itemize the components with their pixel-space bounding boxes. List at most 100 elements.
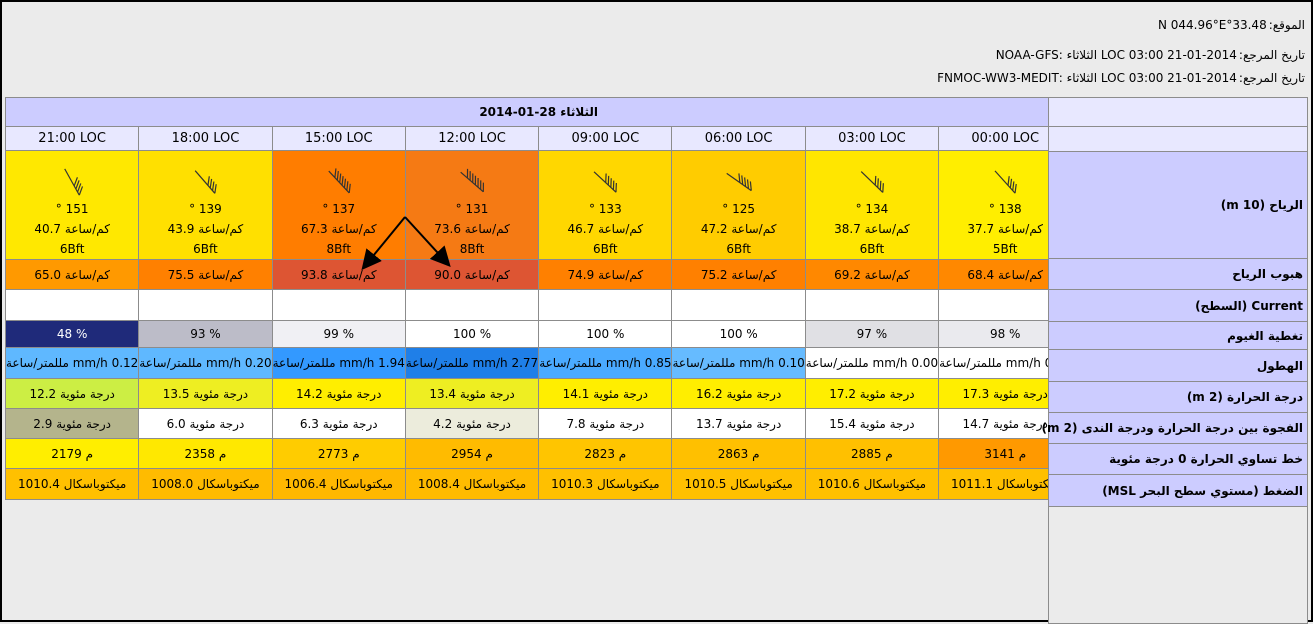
label-pressure: الضغط (مستوي سطح البحر MSL) bbox=[1048, 474, 1308, 507]
degree-symbol: ° bbox=[189, 202, 196, 216]
pressure-unit: ميكتوباسكال bbox=[863, 477, 927, 491]
label-gust: هبوب الرياح bbox=[1048, 258, 1308, 290]
gust-cell: كم/ساعة 75.2 bbox=[671, 259, 806, 290]
current-cell bbox=[271, 289, 406, 321]
label-current: Current (السطح) bbox=[1048, 289, 1308, 322]
freezing-level-cell: م 2885 bbox=[804, 438, 940, 469]
dew-gap-cell: درجة مئوية 7.8 bbox=[538, 408, 673, 439]
temperature-unit: درجة مئوية bbox=[193, 386, 249, 401]
dew-gap-cell: درجة مئوية 2.9 bbox=[4, 408, 140, 439]
beaufort-value: 6Bft bbox=[859, 242, 885, 256]
wind-barb-icon bbox=[725, 172, 752, 192]
wind-direction: ° 125 bbox=[673, 199, 804, 219]
pressure-cell: ميكتوباسكال 1010.3 bbox=[538, 468, 673, 500]
time-header: 06:00 LOC bbox=[671, 126, 806, 151]
wind-speed-value: 37.7 bbox=[967, 222, 995, 236]
label-wind: الرياح (m 10) bbox=[1048, 151, 1308, 259]
dew-gap-value: 7.8 bbox=[566, 416, 586, 431]
pressure-value: 1008.4 bbox=[417, 477, 460, 491]
temperature-unit: درجة مئوية bbox=[993, 386, 1048, 401]
freezing-level-value: 2863 bbox=[717, 446, 749, 461]
cloud-cover-value: 100 % bbox=[404, 320, 540, 348]
gust-value: 74.9 bbox=[567, 267, 595, 282]
speed-unit: كم/ساعة bbox=[864, 222, 910, 236]
wind-speed: كم/ساعة 40.7 bbox=[7, 219, 138, 239]
cloud-cover-value: 48 % bbox=[4, 320, 140, 348]
gust-value: 90.0 bbox=[434, 267, 461, 282]
label-temp: درجة الحرارة (m 2) bbox=[1048, 381, 1308, 413]
gust-unit: كم/ساعة bbox=[997, 267, 1044, 282]
beaufort-value: 6Bft bbox=[593, 242, 618, 256]
current-cell bbox=[4, 289, 140, 321]
pressure-unit: ميكتوباسكال bbox=[463, 477, 527, 491]
precip-value: 1.94 bbox=[378, 356, 405, 370]
label-freezing: خط تساوي الحرارة 0 درجة مئوية bbox=[1048, 443, 1308, 475]
temperature-unit: درجة مئوية bbox=[326, 386, 382, 401]
wind-speed-value: 46.7 bbox=[567, 222, 595, 236]
beaufort-value: 8Bft bbox=[326, 242, 352, 256]
pressure-unit: ميكتوباسكال bbox=[197, 477, 260, 491]
precip-unit: مللمتر/ساعة mm/h bbox=[139, 356, 242, 370]
pressure-value: 1010.6 bbox=[817, 477, 860, 491]
freezing-level-cell: م 2954 bbox=[404, 438, 540, 469]
precip-unit: مللمتر/ساعة mm/h bbox=[405, 356, 508, 370]
speed-unit: كم/ساعة bbox=[331, 222, 377, 236]
wind-direction: ° 139 bbox=[140, 199, 271, 219]
reference-date-label: تاريخ المرجع: bbox=[1238, 48, 1305, 62]
label-clouds: تغطية الغيوم bbox=[1048, 321, 1308, 350]
day-header: الثلاثاء 28-01-2014 bbox=[4, 97, 1073, 127]
wind-speed-value: 73.6 bbox=[434, 222, 461, 236]
wind-direction: ° 133 bbox=[540, 199, 671, 219]
precip-value: 0.12 bbox=[111, 356, 139, 370]
precip-unit: مللمتر/ساعة mm/h bbox=[672, 356, 775, 370]
gust-unit: كم/ساعة bbox=[331, 267, 377, 282]
time-header: 15:00 LOC bbox=[271, 126, 406, 151]
cloud-cover-value: 99 % bbox=[271, 320, 406, 348]
temperature-cell: درجة مئوية 14.1 bbox=[538, 378, 673, 409]
freezing-level-value: 2773 bbox=[317, 446, 349, 461]
degree-symbol: ° bbox=[55, 202, 62, 216]
precip-cell: مللمتر/ساعة mm/h 0.85 bbox=[538, 347, 673, 379]
reference-date-ww3: تاريخ المرجع:LOC 03:00 21-01-2014 الثلاث… bbox=[937, 71, 1305, 85]
gust-cell: كم/ساعة 90.0 bbox=[404, 259, 540, 290]
dew-gap-unit: درجة مئوية bbox=[322, 416, 378, 431]
wind-direction-value: 133 bbox=[598, 202, 622, 216]
speed-unit: كم/ساعة bbox=[731, 222, 777, 236]
wind-barb-icon bbox=[994, 170, 1018, 194]
wind-direction: ° 151 bbox=[7, 199, 138, 219]
wind-direction-value: 137 bbox=[332, 202, 356, 216]
pressure-unit: ميكتوباسكال bbox=[330, 477, 393, 491]
dew-gap-unit: درجة مئوية bbox=[456, 416, 511, 431]
wind-direction: ° 138 bbox=[940, 199, 1071, 219]
pressure-unit: ميكتوباسكال bbox=[996, 477, 1060, 491]
location-line: الموقع:N 044.96°E°33.48 bbox=[1158, 18, 1305, 32]
pressure-unit: ميكتوباسكال bbox=[596, 477, 660, 491]
gust-unit: كم/ساعة bbox=[864, 267, 910, 282]
pressure-value: 1010.3 bbox=[551, 477, 594, 491]
pressure-cell: ميكتوباسكال 1010.5 bbox=[671, 468, 806, 500]
precip-value: 0.20 bbox=[244, 356, 272, 370]
gust-value: 69.2 bbox=[834, 267, 861, 282]
freezing-level-cell: م 2179 bbox=[4, 438, 140, 469]
reference-date-value: LOC 03:00 21-01-2014 الثلاثاء :FNMOC-WW3… bbox=[937, 71, 1237, 85]
wind-speed: كم/ساعة 38.7 bbox=[806, 219, 937, 239]
gust-cell: كم/ساعة 69.2 bbox=[804, 259, 940, 290]
dew-gap-cell: درجة مئوية 15.4 bbox=[804, 408, 940, 439]
speed-unit: كم/ساعة bbox=[464, 222, 510, 236]
beaufort-value: 5Bft bbox=[992, 242, 1018, 256]
wind-speed-value: 38.7 bbox=[834, 222, 861, 236]
gust-unit: كم/ساعة bbox=[598, 267, 644, 282]
pressure-value: 1006.4 bbox=[284, 477, 327, 491]
wind-barb-icon bbox=[460, 168, 485, 193]
temperature-cell: درجة مئوية 13.4 bbox=[404, 378, 540, 409]
wind-barb-icon bbox=[593, 171, 618, 193]
pressure-cell: ميكتوباسكال 1008.4 bbox=[404, 468, 540, 500]
wind-direction: ° 131 bbox=[406, 199, 537, 219]
wind-direction: ° 134 bbox=[806, 199, 937, 219]
wind-cell: ° 139 كم/ساعة 43.9 6Bft bbox=[138, 150, 273, 260]
freezing-level-value: 2885 bbox=[851, 446, 882, 461]
dew-gap-unit: درجة مئوية bbox=[189, 416, 245, 431]
precip-unit: مللمتر/ساعة mm/h bbox=[272, 356, 375, 370]
freezing-level-value: 2823 bbox=[584, 446, 615, 461]
cloud-cover-value: 100 % bbox=[671, 320, 806, 348]
